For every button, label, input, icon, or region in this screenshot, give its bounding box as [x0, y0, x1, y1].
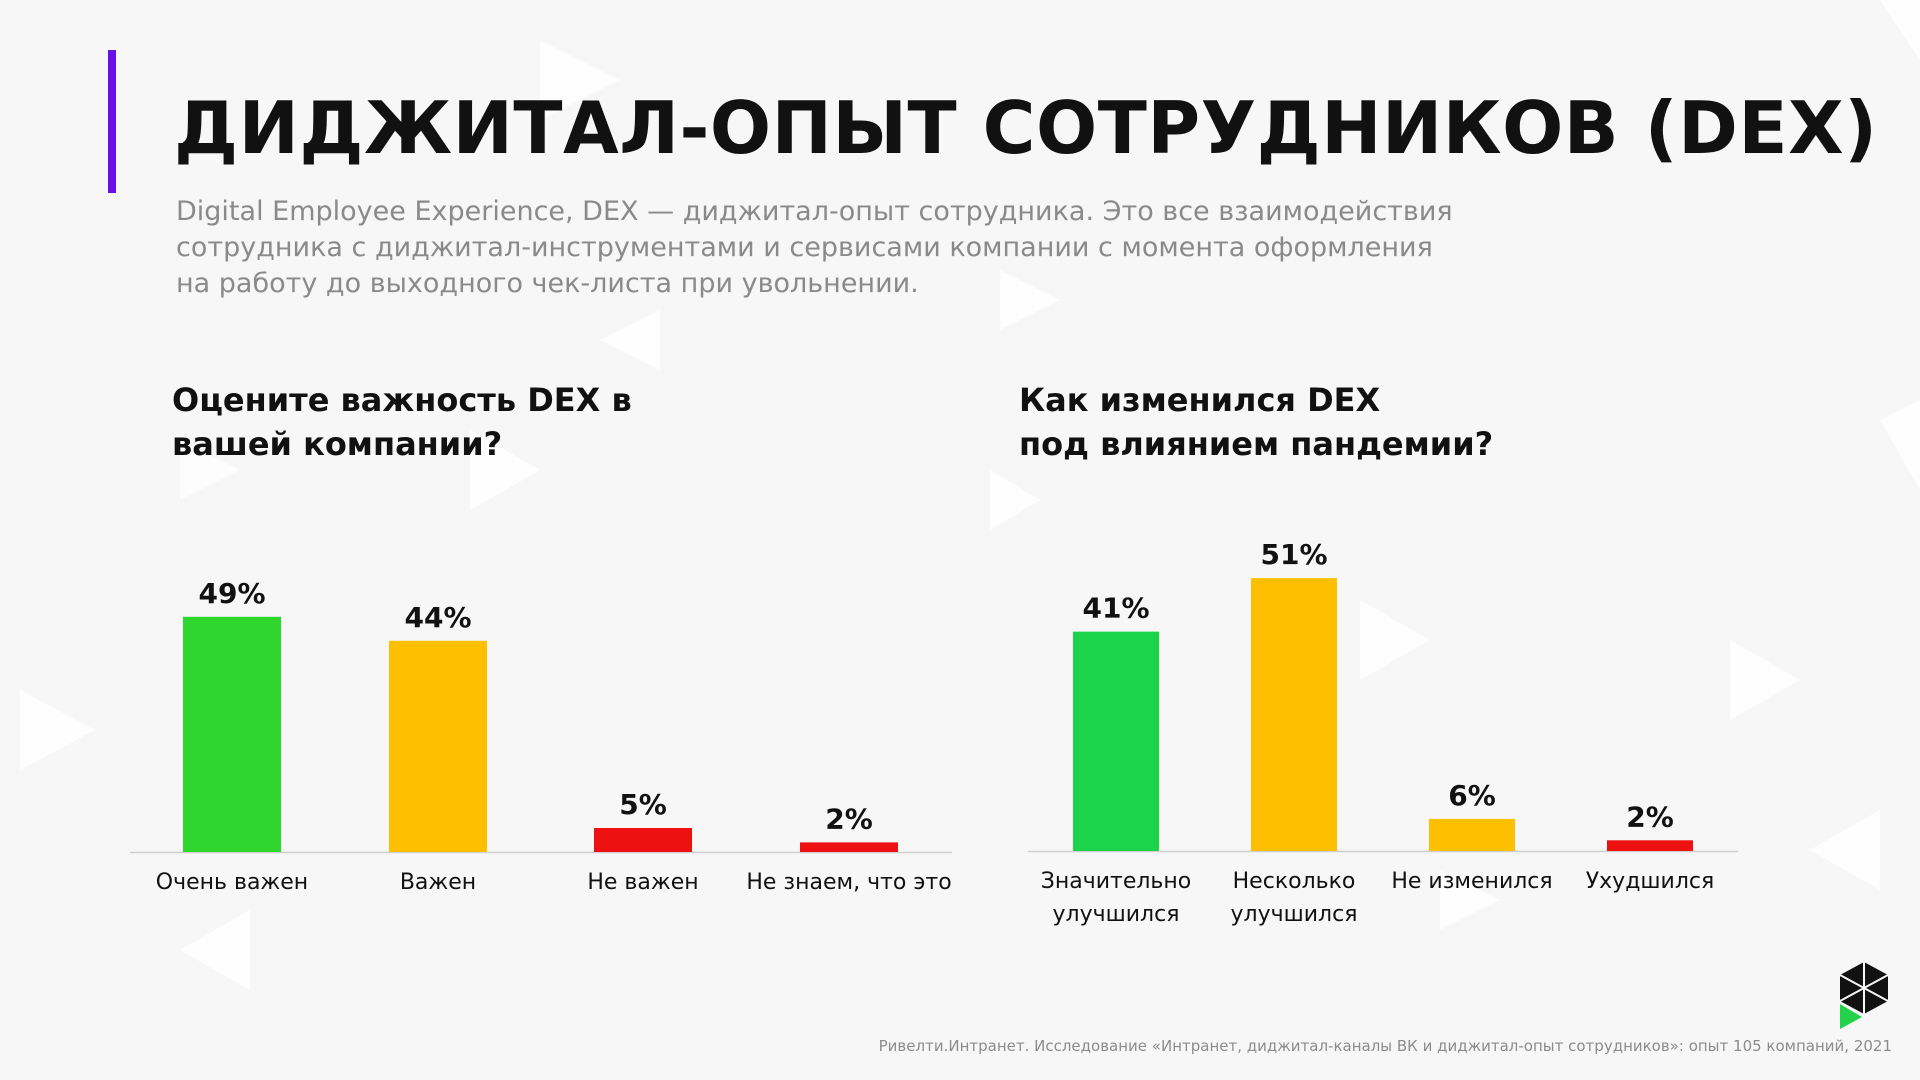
chart-title-line: Как изменился DEX — [1019, 381, 1381, 419]
bar — [1607, 840, 1693, 851]
slide-title: ДИДЖИТАЛ-ОПЫТ СОТРУДНИКОВ (DEX) — [174, 86, 1878, 170]
source-footnote: Ривелти.Интранет. Исследование «Интранет… — [878, 1037, 1892, 1055]
chart-title-line: Оцените важность DEX в — [172, 381, 632, 419]
category-label: Несколько — [1233, 869, 1356, 894]
chart-title-line: под влиянием пандемии? — [1019, 425, 1494, 463]
bar — [1429, 818, 1515, 851]
description-line: Digital Employee Experience, DEX — диджи… — [176, 196, 1453, 227]
category-label: Не важен — [587, 870, 698, 895]
slide-description: Digital Employee Experience, DEX — диджи… — [176, 194, 1496, 302]
bar-value-label: 44% — [404, 601, 471, 634]
bar-value-label: 51% — [1260, 538, 1327, 571]
category-label: Ухудшился — [1586, 869, 1714, 894]
bar — [594, 828, 692, 852]
bar — [1073, 631, 1159, 851]
cube-logo-icon — [1839, 962, 1889, 1029]
category-label: Важен — [400, 870, 476, 895]
bar-value-label: 5% — [619, 788, 667, 821]
bar — [1251, 578, 1337, 851]
chart-title-line: вашей компании? — [172, 425, 503, 463]
accent-bar — [108, 50, 116, 193]
category-label: улучшился — [1053, 902, 1180, 927]
category-label: улучшился — [1231, 902, 1358, 927]
chart-2-title: Как изменился DEX под влиянием пандемии? — [1019, 378, 1493, 466]
description-line: на работу до выходного чек-листа при уво… — [176, 268, 919, 299]
bar-value-label: 41% — [1082, 592, 1149, 625]
bar-value-label: 2% — [825, 802, 873, 835]
bar-value-label: 2% — [1626, 800, 1674, 833]
description-line: сотрудника с диджитал-инструментами и се… — [176, 232, 1433, 263]
bar-value-label: 49% — [198, 577, 265, 610]
chart-1-title: Оцените важность DEX в вашей компании? — [172, 378, 632, 466]
category-label: Не знаем, что это — [746, 870, 951, 895]
bar — [800, 842, 898, 852]
bar-value-label: 6% — [1448, 779, 1496, 812]
category-label: Не изменился — [1391, 869, 1552, 894]
category-label: Значительно — [1041, 869, 1192, 894]
bar — [389, 640, 487, 852]
bar — [183, 616, 281, 852]
category-label: Очень важен — [156, 870, 308, 895]
